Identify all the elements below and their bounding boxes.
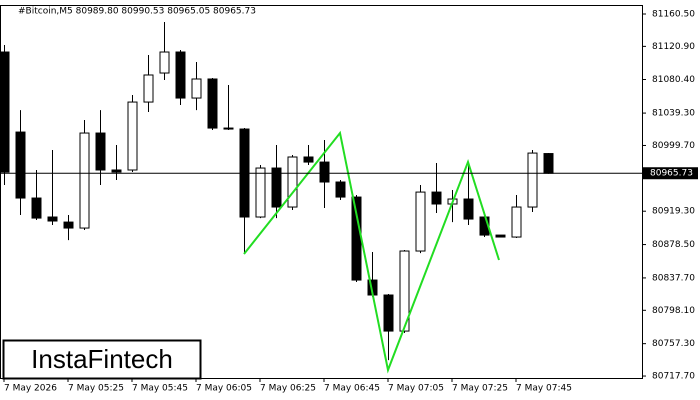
candle-body (511, 206, 522, 238)
plot-frame (0, 5, 643, 379)
candle-body (543, 153, 554, 174)
candle-body (127, 101, 138, 171)
chart-title: #Bitcoin,M5 80989.80 80990.53 80965.05 8… (18, 7, 256, 17)
x-tick-label: 7 May 06:45 (324, 384, 380, 394)
candle-body (111, 169, 122, 173)
candle-body (207, 78, 218, 129)
x-tick-label: 7 May 05:45 (132, 384, 188, 394)
candle-body (0, 51, 10, 173)
candle-body (255, 167, 266, 218)
candle-body (383, 294, 394, 332)
y-tick-label: 81120.90 (652, 42, 695, 52)
y-tick-label: 81160.50 (652, 9, 695, 19)
x-tick-label: 7 May 07:45 (516, 384, 572, 394)
x-tick-label: 7 May 07:25 (452, 384, 508, 394)
y-tick-label: 81080.40 (652, 75, 695, 85)
x-tick-label: 7 May 06:05 (196, 384, 252, 394)
y-tick-label: 80757.30 (652, 339, 695, 349)
y-tick-label: 80717.70 (652, 372, 695, 382)
candle-body (527, 152, 538, 208)
candle-body (271, 167, 282, 208)
candle-body (63, 221, 74, 229)
y-tick-label: 80919.30 (652, 207, 695, 217)
candle-body (223, 127, 234, 130)
candle-body (191, 78, 202, 99)
candle-body (15, 131, 26, 199)
candle-body (495, 234, 506, 238)
current-price-box (643, 167, 698, 180)
watermark: InstaFintech (31, 344, 173, 374)
x-tick-label: 7 May 06:25 (260, 384, 316, 394)
candle-body (463, 198, 474, 220)
candle-body (31, 197, 42, 219)
x-tick-label: 7 May 05:25 (68, 384, 124, 394)
x-tick-label: 7 May 07:05 (388, 384, 444, 394)
y-tick-label: 80878.50 (652, 240, 695, 250)
x-tick-label: 7 May 2026 (4, 384, 57, 394)
candle-body (303, 156, 314, 163)
candle-body (335, 181, 346, 198)
current-price-label: 80965.73 (650, 169, 693, 179)
candle-body (431, 191, 442, 205)
watermark-box (2, 339, 202, 380)
candle-body (159, 51, 170, 74)
candle-body (143, 74, 154, 103)
candle-body (47, 216, 58, 222)
candle-body (79, 132, 90, 229)
candle-body (319, 161, 330, 183)
candle-body (287, 156, 298, 208)
candle-body (175, 51, 186, 99)
y-tick-label: 80837.70 (652, 273, 695, 283)
candle-body (399, 250, 410, 332)
candle-body (95, 132, 106, 171)
y-tick-label: 80798.10 (652, 306, 695, 316)
y-tick-label: 81039.30 (652, 109, 695, 119)
candle-body (415, 191, 426, 252)
y-tick-label: 80999.70 (652, 141, 695, 151)
